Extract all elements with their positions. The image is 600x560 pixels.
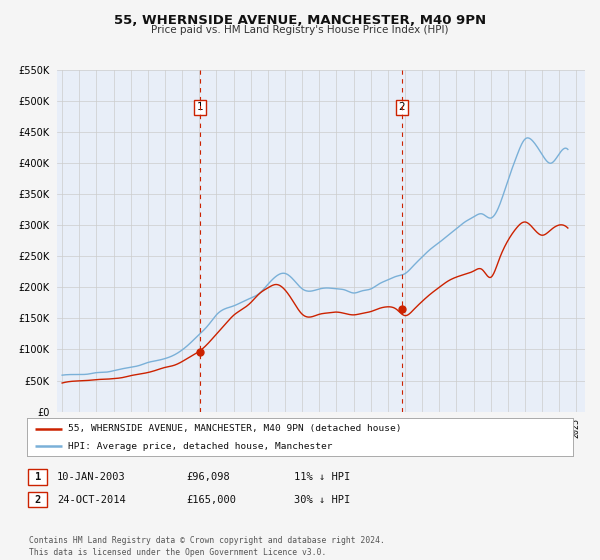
Text: 30% ↓ HPI: 30% ↓ HPI	[294, 494, 350, 505]
Text: 2: 2	[398, 102, 405, 112]
Text: 1: 1	[35, 472, 41, 482]
Text: 55, WHERNSIDE AVENUE, MANCHESTER, M40 9PN (detached house): 55, WHERNSIDE AVENUE, MANCHESTER, M40 9P…	[68, 424, 401, 433]
Text: 11% ↓ HPI: 11% ↓ HPI	[294, 472, 350, 482]
Text: 24-OCT-2014: 24-OCT-2014	[57, 494, 126, 505]
Text: 2: 2	[35, 494, 41, 505]
Text: £165,000: £165,000	[186, 494, 236, 505]
Text: Contains HM Land Registry data © Crown copyright and database right 2024.
This d: Contains HM Land Registry data © Crown c…	[29, 536, 385, 557]
Text: £96,098: £96,098	[186, 472, 230, 482]
Text: 1: 1	[196, 102, 203, 112]
Text: 10-JAN-2003: 10-JAN-2003	[57, 472, 126, 482]
Text: Price paid vs. HM Land Registry's House Price Index (HPI): Price paid vs. HM Land Registry's House …	[151, 25, 449, 35]
Text: HPI: Average price, detached house, Manchester: HPI: Average price, detached house, Manc…	[68, 442, 332, 451]
Text: 55, WHERNSIDE AVENUE, MANCHESTER, M40 9PN: 55, WHERNSIDE AVENUE, MANCHESTER, M40 9P…	[114, 14, 486, 27]
